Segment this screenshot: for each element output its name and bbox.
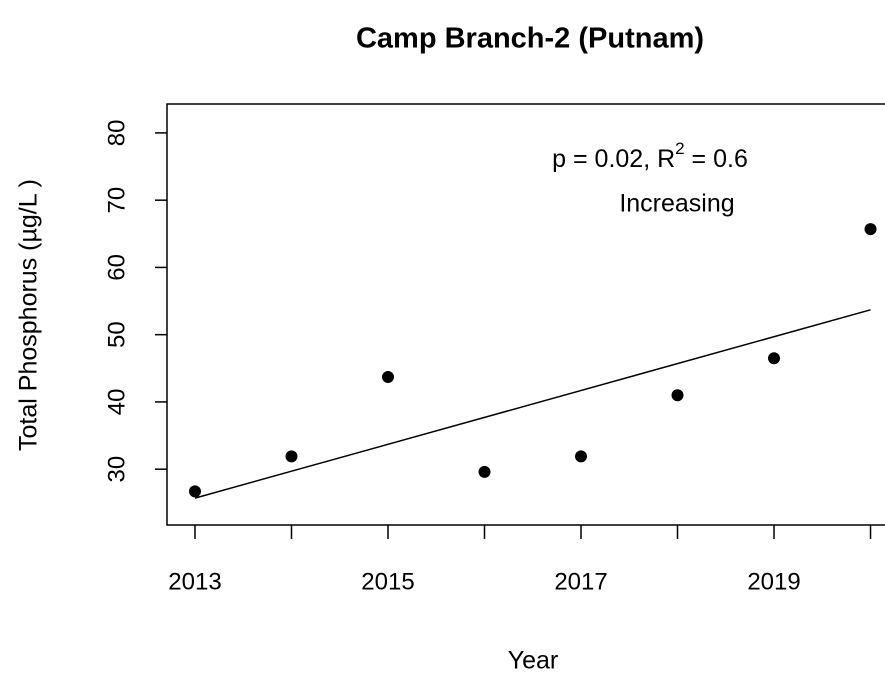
point	[285, 450, 298, 463]
annotation-text-after: = 0.6	[685, 145, 748, 173]
annotation: p = 0.02, R2 = 0.6	[552, 139, 748, 172]
annotation-text: p = 0.02, R	[552, 145, 675, 173]
trend-line	[194, 309, 871, 499]
x-tick-label: 2015	[361, 568, 414, 595]
annotation-superscript: 2	[675, 139, 684, 158]
x-axis-label: Year	[508, 647, 559, 675]
point	[381, 371, 394, 384]
point	[478, 465, 491, 478]
y-tick-label: 60	[103, 254, 130, 281]
point	[864, 223, 877, 236]
x-tick-label: 2017	[554, 568, 607, 595]
point	[671, 389, 684, 402]
chart-title: Camp Branch-2 (Putnam)	[356, 23, 704, 55]
plot-frame	[166, 103, 885, 526]
point	[768, 352, 781, 365]
point	[575, 450, 588, 463]
x-tick-label: 2019	[747, 568, 800, 595]
point	[188, 485, 201, 498]
y-tick-label: 40	[103, 389, 130, 416]
annotation-line2: Increasing	[619, 190, 734, 218]
y-tick-label: 30	[103, 456, 130, 483]
y-tick-label: 50	[103, 321, 130, 348]
y-axis-label: Total Phosphorus (µg/L )	[15, 179, 43, 451]
x-tick-label: 2013	[168, 568, 221, 595]
y-tick-label: 70	[103, 187, 130, 214]
y-tick-label: 80	[103, 120, 130, 147]
